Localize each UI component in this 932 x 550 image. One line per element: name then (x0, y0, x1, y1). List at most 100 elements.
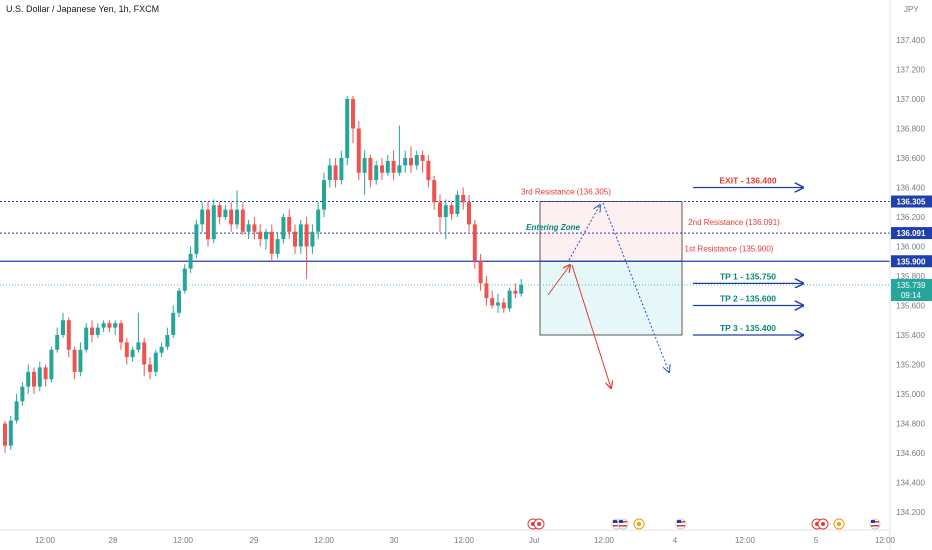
x-tick-label: 5 (814, 536, 819, 545)
y-tick-label: 136.400 (896, 184, 925, 193)
candle-body (113, 323, 118, 328)
candle-body (264, 231, 268, 240)
candle-body (356, 128, 361, 173)
candle-body (194, 224, 199, 254)
candle-body (368, 158, 373, 181)
candle-body (420, 155, 425, 161)
candle-body (258, 231, 263, 240)
target-zone (539, 260, 683, 336)
target-label: EXIT - 136.400 (719, 176, 776, 186)
price-tag-bg (891, 195, 932, 208)
us-flag-stripe (619, 525, 627, 527)
candle-body (20, 386, 25, 402)
x-tick-label: 4 (673, 536, 678, 545)
price-tag-label: 136.091 (897, 229, 926, 238)
target-label: TP 3 - 135.400 (720, 323, 776, 333)
candle-body (327, 165, 332, 181)
third-resistance-label: 3rd Resistance (136.305) (521, 188, 611, 197)
bullish-entry-arrow (547, 265, 570, 296)
candle-body (107, 323, 112, 328)
us-flag-stripe (871, 525, 879, 527)
candle-body (61, 320, 65, 335)
x-tick-label: 30 (390, 536, 399, 545)
y-tick-label: 135.800 (896, 272, 925, 281)
candle-body (159, 346, 164, 353)
candle-body (142, 342, 147, 365)
candle-body (252, 224, 257, 232)
candle-body (14, 401, 19, 421)
x-tick-label: 12:00 (594, 536, 615, 545)
candle-body (246, 224, 251, 232)
us-flag-canton (677, 520, 681, 523)
candle-body (235, 209, 239, 225)
candle-body (403, 158, 408, 166)
event-dot (537, 522, 541, 526)
candle-body (461, 194, 466, 203)
candle-body (443, 205, 448, 217)
us-flag-stripe (677, 525, 685, 527)
x-tick-label: 28 (109, 536, 118, 545)
dotted-up-arrow (568, 205, 600, 261)
y-tick-label: 135.400 (896, 331, 925, 340)
candle-body (165, 335, 170, 347)
candle-body (101, 323, 106, 328)
candle-body (519, 284, 524, 294)
chart-title: U.S. Dollar / Japanese Yen, 1h, FXCM (6, 4, 160, 14)
x-tick-label: 12:00 (35, 536, 56, 545)
candle-body (449, 205, 454, 215)
candle-body (513, 290, 518, 294)
candle-body (409, 158, 413, 166)
us-flag-canton (871, 520, 875, 523)
x-tick-label: 12:00 (875, 536, 896, 545)
candle-body (136, 342, 141, 350)
event-dot (837, 522, 841, 526)
x-tick-label: 12:00 (173, 536, 194, 545)
candle-body (391, 160, 396, 173)
candle-body (84, 327, 89, 350)
candle-body (153, 352, 158, 372)
candle-body (269, 231, 274, 254)
candle-body (414, 155, 419, 166)
candle-body (472, 224, 477, 262)
y-tick-label: 136.000 (896, 243, 925, 252)
candle-body (467, 202, 471, 225)
candle-body (333, 165, 338, 181)
candle-body (385, 160, 390, 173)
candle-body (124, 342, 129, 358)
candle-body (26, 371, 31, 387)
candle-body (72, 349, 77, 372)
candle-body (240, 209, 245, 232)
price-tag-bg (891, 255, 932, 268)
candle-body (171, 312, 176, 335)
candle-body (206, 209, 210, 240)
candle-body (432, 180, 437, 203)
candle-body (501, 302, 506, 309)
y-tick-label: 137.400 (896, 36, 925, 45)
x-tick-label: 12:00 (454, 536, 475, 545)
candle-body (217, 205, 222, 217)
y-tick-label: 137.200 (896, 66, 925, 75)
candle-body (95, 327, 100, 335)
target-label: TP 2 - 135.600 (720, 294, 776, 304)
y-tick-label: 135.200 (896, 361, 925, 370)
candle-body (275, 239, 280, 254)
candle-body (507, 290, 512, 309)
event-dot (637, 522, 641, 526)
y-tick-label: 136.600 (896, 154, 925, 163)
y-tick-label: 134.800 (896, 420, 925, 429)
candle-body (374, 165, 379, 181)
candle-body (90, 327, 94, 335)
candle-body (298, 224, 303, 247)
candle-body (426, 160, 431, 181)
y-tick-label: 134.200 (896, 508, 925, 517)
candle-body (43, 367, 48, 380)
candle-body (223, 209, 228, 217)
resistance-zone (539, 201, 683, 262)
candle-body (3, 423, 7, 446)
candle-body (148, 364, 152, 372)
candle-body (455, 194, 460, 215)
candle-body (182, 268, 187, 291)
us-flag-canton (619, 520, 623, 523)
